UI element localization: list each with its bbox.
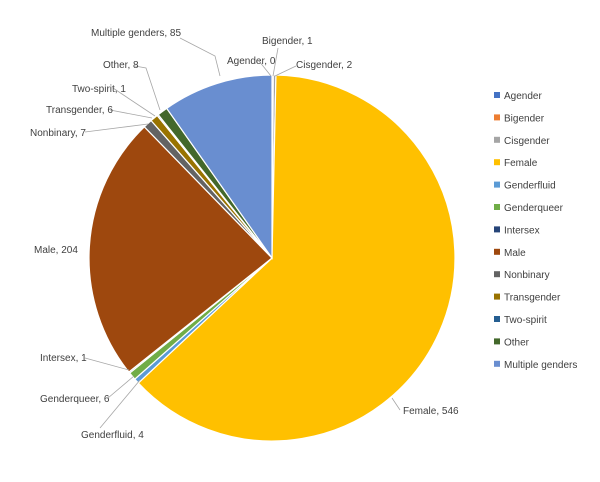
legend-swatch-cisgender — [494, 136, 500, 143]
pie-slices — [88, 74, 456, 442]
label-leader-lines — [84, 37, 401, 429]
data-label-bigender: Bigender, 1 — [262, 36, 313, 47]
leader-line-genderfluid — [99, 379, 141, 429]
data-label-male: Male, 204 — [34, 245, 78, 256]
legend-item-cisgender: Cisgender — [494, 136, 550, 147]
legend-swatch-nonbinary — [494, 271, 500, 278]
legend-swatch-intersex — [494, 226, 500, 233]
data-label-genderqueer: Genderqueer, 6 — [40, 394, 110, 405]
legend-label-agender: Agender — [504, 91, 542, 102]
legend-item-genderqueer: Genderqueer — [494, 203, 564, 214]
data-label-cisgender: Cisgender, 2 — [296, 60, 353, 71]
pie-slice-multiple-genders — [165, 74, 273, 260]
legend: Agender Bigender Cisgender Female Genderflui… — [494, 91, 577, 371]
legend-label-bigender: Bigender — [504, 113, 545, 124]
leader-line-cisgender — [274, 65, 297, 77]
legend-label-female: Female — [504, 158, 538, 169]
legend-swatch-bigender — [494, 114, 500, 121]
legend-item-transgender: Transgender — [494, 293, 561, 304]
legend-item-other: Other — [494, 337, 530, 348]
legend-swatch-male — [494, 248, 500, 255]
legend-label-male: Male — [504, 248, 526, 259]
legend-swatch-female — [494, 159, 500, 166]
pie-slice-female — [137, 74, 456, 442]
legend-item-intersex: Intersex — [494, 225, 540, 236]
leader-line-female — [391, 397, 401, 411]
data-label-transgender: Transgender, 6 — [46, 105, 113, 116]
legend-item-male: Male — [494, 248, 526, 259]
legend-item-agender: Agender — [494, 91, 542, 102]
legend-item-female: Female — [494, 158, 538, 169]
legend-swatch-genderfluid — [494, 181, 500, 188]
legend-item-two-spirit: Two-spirit — [494, 315, 547, 326]
legend-label-other: Other — [504, 337, 530, 348]
legend-label-genderqueer: Genderqueer — [504, 203, 564, 214]
pie-slice-male — [88, 126, 273, 373]
data-label-multiple-genders: Multiple genders, 85 — [91, 28, 181, 39]
legend-label-transgender: Transgender — [504, 293, 561, 304]
legend-swatch-two-spirit — [494, 316, 500, 322]
leader-line-intersex — [84, 357, 130, 371]
leader-line-two-spirit — [112, 87, 156, 117]
data-label-agender: Agender, 0 — [227, 56, 276, 67]
legend-label-genderfluid: Genderfluid — [504, 181, 556, 192]
legend-swatch-genderqueer — [494, 204, 500, 210]
data-label-genderfluid: Genderfluid, 4 — [81, 430, 144, 441]
legend-label-multiple-genders: Multiple genders — [504, 360, 577, 371]
data-label-other: Other, 8 — [103, 60, 139, 71]
legend-swatch-multiple-genders — [494, 360, 500, 367]
data-label-intersex: Intersex, 1 — [40, 353, 87, 364]
data-labels: Agender, 0 Bigender, 1 Cisgender, 2 Female,… — [30, 28, 459, 441]
legend-label-nonbinary: Nonbinary — [504, 270, 550, 281]
legend-label-two-spirit: Two-spirit — [504, 315, 547, 326]
legend-item-multiple-genders: Multiple genders — [494, 360, 577, 371]
legend-label-intersex: Intersex — [504, 225, 540, 236]
leader-line-multiple-genders — [179, 37, 221, 77]
legend-label-cisgender: Cisgender — [504, 136, 550, 147]
data-label-two-spirit: Two-spirit, 1 — [72, 84, 126, 95]
legend-item-genderfluid: Genderfluid — [494, 181, 556, 192]
leader-line-bigender — [272, 47, 279, 77]
legend-item-bigender: Bigender — [494, 113, 545, 124]
leader-line-nonbinary — [84, 123, 149, 133]
legend-swatch-agender — [494, 92, 500, 98]
data-label-female: Female, 546 — [403, 406, 459, 417]
leader-line-genderqueer — [107, 375, 135, 399]
data-label-nonbinary: Nonbinary, 7 — [30, 128, 86, 139]
legend-swatch-transgender — [494, 293, 500, 300]
legend-swatch-other — [494, 338, 500, 345]
leader-line-transgender — [109, 109, 153, 119]
leader-line-agender — [258, 60, 272, 77]
legend-item-nonbinary: Nonbinary — [494, 270, 550, 281]
leader-line-other — [134, 65, 161, 111]
